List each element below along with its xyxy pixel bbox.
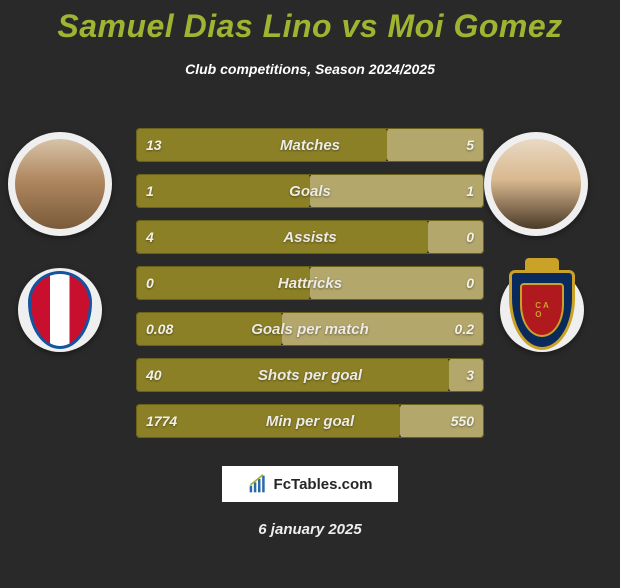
page-title: Samuel Dias Lino vs Moi Gomez [0,8,620,45]
stat-value-right: 3 [466,358,474,392]
stat-label: Matches [136,128,484,162]
stat-row: Hattricks0 0 [136,266,484,300]
stat-label: Shots per goal [136,358,484,392]
stat-label: Goals per match [136,312,484,346]
stat-row: Min per goal1774 550 [136,404,484,438]
stat-value-left: 1774 [146,404,177,438]
comparison-bars: Matches135Goals11Assists40Hattricks00Goa… [136,128,484,450]
stat-value-right: 550 [451,404,474,438]
face-placeholder [491,139,581,229]
stat-value-right: 0 [466,220,474,254]
stat-row: Goals per match0.08 0.2 [136,312,484,346]
atletico-badge-icon [28,271,92,349]
stat-value-right: 1 [466,174,474,208]
osasuna-badge-icon: C AO [509,270,575,350]
stat-row: Assists4 0 [136,220,484,254]
stat-value-right: 5 [466,128,474,162]
date-label: 6 january 2025 [0,521,620,538]
player-right-photo [484,132,588,236]
subtitle: Club competitions, Season 2024/2025 [0,61,620,77]
stat-value-left: 0 [146,266,154,300]
player-left-photo [8,132,112,236]
stat-value-left: 4 [146,220,154,254]
branding-label: FcTables.com [274,476,373,493]
stat-label: Assists [136,220,484,254]
stat-row: Goals1 1 [136,174,484,208]
stat-label: Hattricks [136,266,484,300]
branding-box: FcTables.com [222,466,398,502]
stat-row: Shots per goal40 3 [136,358,484,392]
club-right-badge: C AO [500,268,584,352]
stat-value-right: 0.2 [455,312,474,346]
fctables-logo-icon [248,474,268,494]
stat-value-left: 13 [146,128,162,162]
stat-row: Matches13 5 [136,128,484,162]
club-left-badge [18,268,102,352]
stat-value-left: 1 [146,174,154,208]
stat-value-left: 40 [146,358,162,392]
stat-label: Min per goal [136,404,484,438]
osasuna-inner-shield: C AO [520,283,564,337]
stat-label: Goals [136,174,484,208]
stat-value-left: 0.08 [146,312,173,346]
face-placeholder [15,139,105,229]
stat-value-right: 0 [466,266,474,300]
